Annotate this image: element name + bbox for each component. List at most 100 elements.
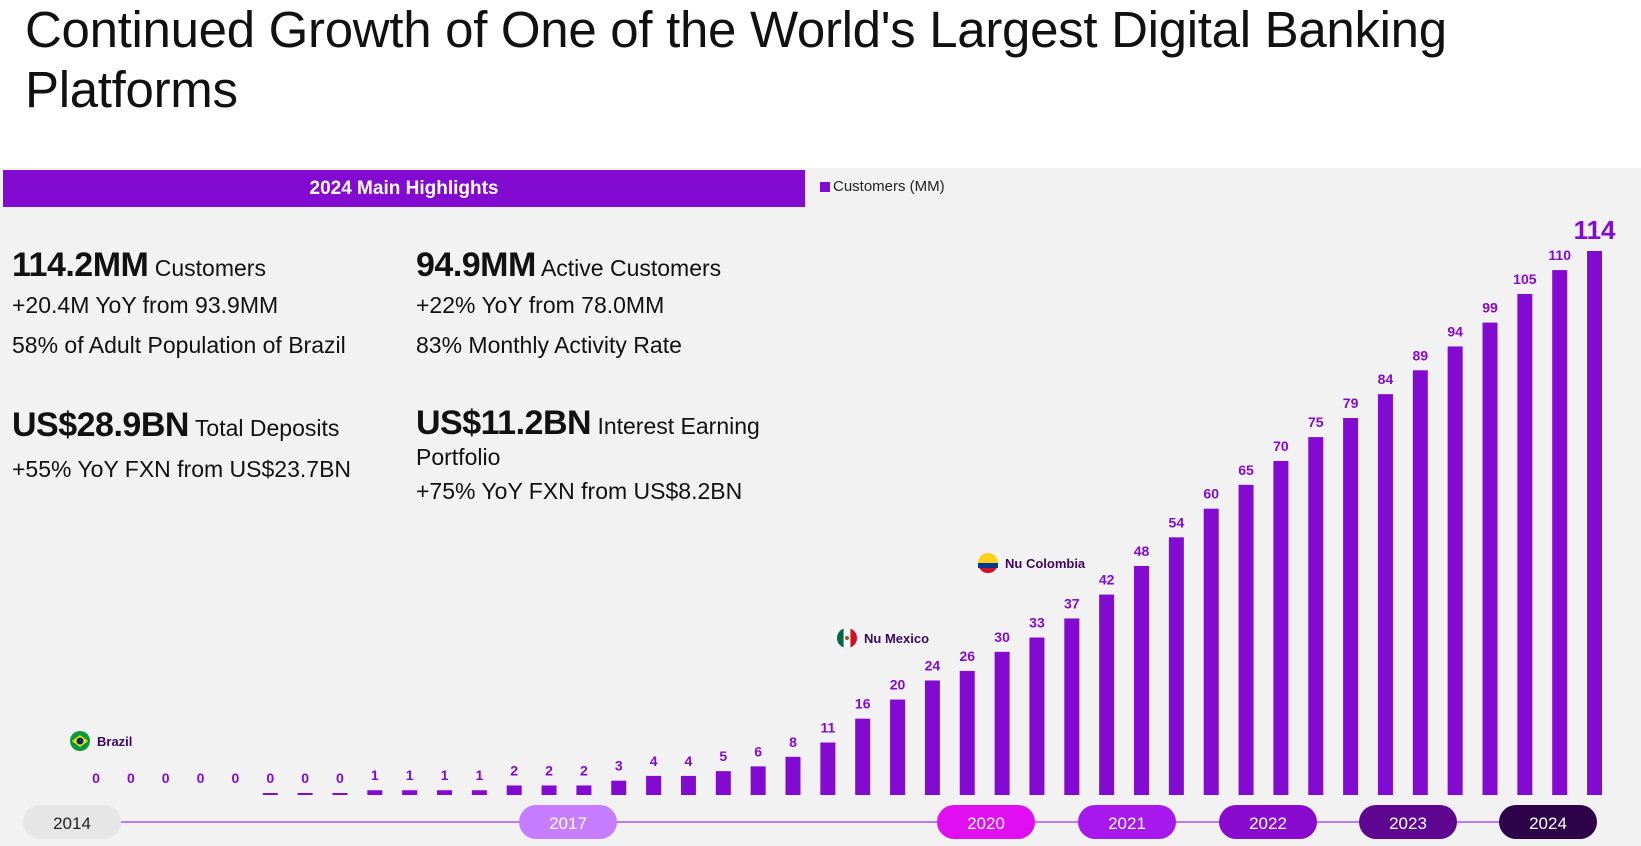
- bar-value-label: 0: [266, 770, 274, 786]
- bar: [1064, 618, 1080, 795]
- country-marker-label: Nu Mexico: [864, 631, 929, 646]
- colombia-flag-icon: [978, 553, 998, 574]
- bar: [1238, 484, 1254, 795]
- bar-value-label: 11: [820, 720, 835, 736]
- country-marker-brazil: Brazil: [70, 731, 132, 751]
- bar: [1552, 270, 1568, 795]
- mexico-flag-icon: [836, 627, 858, 649]
- bar-value-label: 75: [1308, 414, 1324, 430]
- stat-deposits-value: US$28.9BN: [12, 406, 189, 444]
- bar: [611, 780, 627, 795]
- stat-deposits-yoy: +55% YoY FXN from US$23.7BN: [12, 456, 352, 482]
- year-pill-2021: 2021: [1078, 805, 1176, 839]
- bar: [1587, 251, 1603, 795]
- bar-value-label: 1: [475, 767, 483, 783]
- bar-value-label: 1: [406, 767, 414, 783]
- bar: [1377, 394, 1393, 795]
- bar-value-label: 0: [92, 770, 100, 786]
- bar-value-label: 48: [1134, 543, 1150, 559]
- bar: [785, 756, 801, 795]
- stat-active-rate: 83% Monthly Activity Rate: [416, 332, 682, 358]
- stat-customers-unit: Customers: [154, 255, 266, 281]
- stat-portfolio-yoy: +75% YoY FXN from US$8.2BN: [416, 478, 743, 504]
- bar: [332, 793, 348, 795]
- stat-customers-yoy: +20.4M YoY from 93.9MM: [12, 292, 279, 318]
- bar: [1134, 565, 1149, 795]
- bar-value-label: 37: [1064, 595, 1080, 611]
- year-timeline: 2014 2017 2020 2021 2022 2023 2024: [23, 805, 1597, 839]
- bar-value-label: 8: [789, 734, 797, 750]
- year-pill-2020: 2020: [937, 805, 1035, 839]
- bar: [1273, 460, 1289, 795]
- bar: [1029, 637, 1045, 795]
- year-pill-label: 2014: [53, 814, 91, 833]
- stat-active: 94.9MM Active Customers +22% YoY from 78…: [416, 246, 721, 365]
- bar-value-label: 84: [1378, 371, 1394, 387]
- bar: [1412, 370, 1428, 795]
- bar: [959, 670, 975, 795]
- bar-value-label: 0: [336, 770, 344, 786]
- bar-value-label: 0: [127, 770, 135, 786]
- bar-value-label: 1: [441, 767, 449, 783]
- bar: [1308, 437, 1324, 795]
- bar-value-label: 4: [650, 753, 658, 769]
- bar: [855, 718, 871, 795]
- bar-value-label: 94: [1447, 323, 1463, 339]
- bar-value-label: 5: [719, 748, 727, 764]
- year-pill-2024: 2024: [1499, 805, 1597, 839]
- bar-value-label: 0: [197, 770, 205, 786]
- page-title: Continued Growth of One of the World's L…: [25, 1, 1447, 118]
- bar: [646, 775, 662, 795]
- bar-value-label: 0: [232, 770, 240, 786]
- country-marker-mexico: Nu Mexico: [836, 627, 929, 649]
- bar-value-label: 26: [959, 648, 975, 664]
- stat-active-unit: Active Customers: [540, 255, 722, 281]
- year-pill-label: 2024: [1529, 814, 1567, 833]
- brazil-flag-icon: [70, 731, 90, 751]
- bar: [890, 699, 906, 795]
- bar: [1517, 293, 1533, 795]
- bars-group: [262, 251, 1603, 795]
- bar: [297, 793, 313, 795]
- bar: [437, 790, 452, 795]
- stat-portfolio-value: US$11.2BN: [416, 404, 592, 442]
- stat-active-yoy: +22% YoY from 78.0MM: [416, 292, 665, 318]
- bar: [1099, 594, 1115, 795]
- bar-value-label: 2: [580, 762, 588, 778]
- stat-customers-population: 58% of Adult Population of Brazil: [12, 332, 346, 358]
- content-panel: [0, 168, 1641, 846]
- bar: [1203, 508, 1219, 795]
- chart-legend: Customers (MM): [820, 178, 945, 195]
- year-pill-2022: 2022: [1219, 805, 1317, 839]
- year-pill-2014: 2014: [23, 805, 121, 839]
- bar-value-label: 54: [1169, 514, 1185, 530]
- bar: [576, 785, 592, 795]
- legend-swatch: [820, 181, 830, 192]
- country-marker-label: Brazil: [97, 734, 132, 749]
- bar-value-label: 99: [1482, 300, 1498, 316]
- value-labels-group: 0 0 0 0 0 0 0 0 1 1 1 1 2 2 2 3 4 4 5 681116202426303337424…: [92, 215, 1616, 786]
- bar: [820, 742, 836, 795]
- bar: [680, 775, 696, 795]
- stat-portfolio-unit-2: Portfolio: [416, 444, 501, 470]
- bar-value-label: 89: [1413, 347, 1429, 363]
- bar-value-label: 60: [1203, 486, 1219, 502]
- bar: [994, 651, 1010, 795]
- bar: [262, 793, 278, 795]
- bar: [402, 790, 418, 795]
- bar-value-label: 65: [1238, 462, 1254, 478]
- bar: [924, 680, 940, 795]
- country-marker-colombia: Nu Colombia: [978, 553, 1086, 574]
- bar-value-label: 114: [1574, 215, 1616, 245]
- stat-deposits-unit: Total Deposits: [194, 415, 340, 441]
- bar: [1447, 346, 1463, 795]
- bar: [367, 790, 383, 795]
- bar-value-label: 70: [1273, 438, 1289, 454]
- bar: [715, 771, 731, 795]
- bar-value-label: 20: [890, 677, 906, 693]
- stat-active-value: 94.9MM: [416, 246, 536, 284]
- year-pill-label: 2022: [1249, 814, 1287, 833]
- bar-value-label: 1: [371, 767, 379, 783]
- bar-value-label: 110: [1548, 247, 1571, 263]
- legend-label: Customers (MM): [833, 178, 945, 195]
